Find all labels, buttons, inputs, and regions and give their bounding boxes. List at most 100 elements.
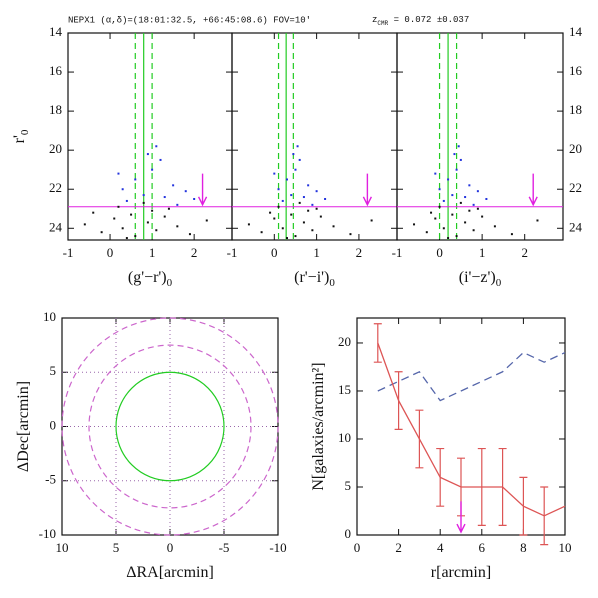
data-point [370, 219, 373, 222]
y-tick-label: -10 [39, 526, 56, 541]
data-point [151, 209, 154, 212]
data-point [260, 231, 263, 234]
data-point [311, 203, 314, 206]
data-point [459, 201, 462, 204]
arrow [197, 173, 208, 207]
plot-frame [231, 32, 398, 241]
data-point [294, 168, 297, 171]
data-point [481, 215, 484, 218]
data-point [277, 188, 280, 191]
data-point [247, 223, 250, 226]
data-point [188, 233, 191, 236]
data-point [434, 217, 437, 220]
y-tick-label: 0 [345, 526, 352, 541]
data-point [457, 145, 460, 148]
error-bar [415, 409, 424, 469]
y-tick-label: 0 [50, 417, 57, 432]
x-tick-label: 0 [436, 245, 443, 260]
data-point [298, 201, 301, 204]
data-point [319, 215, 322, 218]
y-tick-label: 20 [49, 141, 62, 156]
data-line [377, 342, 566, 517]
x-tick-label: -1 [63, 245, 74, 260]
data-point [459, 158, 462, 161]
x-tick-label: 10 [56, 540, 69, 555]
data-point [117, 205, 120, 208]
data-point [315, 207, 318, 210]
x-tick-label: -5 [219, 540, 230, 555]
data-point [464, 221, 467, 224]
data-point [163, 215, 166, 218]
data-point [134, 178, 137, 181]
data-point [510, 233, 513, 236]
data-point [438, 188, 441, 191]
data-point [464, 196, 467, 199]
data-point [455, 168, 458, 171]
arrow [362, 173, 373, 207]
x-tick-label: 4 [437, 540, 444, 555]
axis-label-text: r[arcmin] [431, 564, 491, 581]
data-point [286, 237, 288, 240]
data-point [159, 158, 162, 161]
data-point [447, 178, 450, 181]
x-tick-label: -10 [269, 540, 286, 555]
axis-label-text: (i'−z') [459, 269, 496, 286]
data-point [193, 197, 196, 200]
data-point [125, 237, 128, 240]
data-point [269, 211, 272, 214]
data-point [273, 217, 276, 220]
y-tick-label: 18 [49, 102, 62, 117]
data-point [493, 225, 496, 228]
data-point [485, 197, 488, 200]
data-point [176, 225, 179, 228]
radius-circle [61, 317, 279, 536]
data-point [142, 194, 145, 197]
data-point [453, 153, 456, 156]
x-tick-label: 8 [520, 540, 527, 555]
data-point [307, 209, 310, 212]
data-point [434, 172, 437, 175]
x-tick-label: 2 [356, 245, 363, 260]
y-tick-label: 18 [569, 102, 582, 117]
axis-label-text: (r'−i') [294, 269, 329, 286]
error-bar [498, 447, 507, 526]
data-point [349, 233, 352, 236]
error-bar [519, 476, 528, 536]
y-tick-label: 22 [49, 180, 62, 195]
y-tick-label: 5 [50, 363, 57, 378]
x-tick-label: 1 [313, 245, 320, 260]
data-point [413, 223, 416, 226]
data-point [205, 219, 208, 222]
data-point [290, 213, 293, 216]
data-point [292, 153, 295, 156]
x-tick-label: 2 [395, 540, 402, 555]
data-point [315, 190, 318, 193]
data-point [277, 205, 280, 208]
data-point [83, 223, 86, 226]
y-tick-label: 20 [338, 334, 351, 349]
error-bar [394, 371, 403, 430]
data-point [100, 231, 103, 234]
axis-label-text: ΔRA[arcmin] [126, 564, 214, 581]
axis-label-text: ΔDec[arcmin] [15, 381, 32, 472]
axis-label-text: (g'−r') [128, 269, 167, 286]
axis-label: ΔRA[arcmin] [126, 564, 214, 581]
data-point [425, 231, 428, 234]
axis-label: (r'−i')0 [294, 269, 335, 289]
axis-label: ΔDec[arcmin] [15, 381, 32, 472]
data-point [121, 227, 124, 230]
y-tick-label: 20 [569, 141, 582, 156]
data-point [536, 219, 539, 222]
data-point [468, 184, 471, 187]
data-point [476, 190, 479, 193]
y-tick-label: 24 [49, 219, 63, 234]
x-tick-label: 0 [354, 540, 361, 555]
data-point [311, 229, 314, 232]
y-tick-label: 10 [43, 309, 56, 324]
x-tick-label: 1 [479, 245, 486, 260]
axis-label-subscript: 0 [19, 129, 31, 135]
data-point [290, 194, 293, 197]
error-bar [436, 447, 445, 507]
y-tick-label: 16 [569, 63, 583, 78]
